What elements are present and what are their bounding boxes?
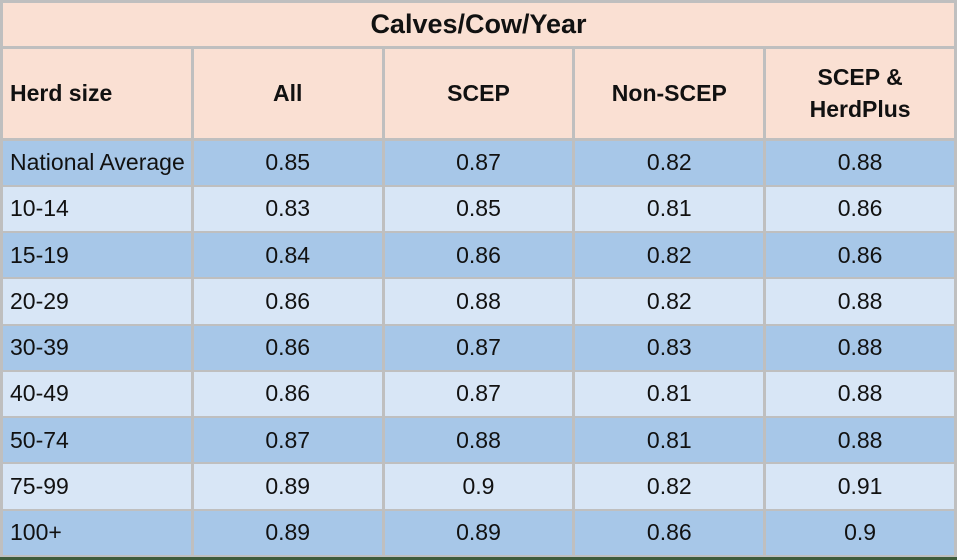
column-header-herd-size: Herd size (0, 46, 194, 141)
value-cell: 0.82 (572, 138, 767, 187)
value-cell: 0.89 (381, 508, 576, 558)
table-row: 50-74 0.87 0.88 0.81 0.88 (0, 416, 957, 465)
herd-size-cell: National Average (0, 138, 194, 187)
herd-size-cell: 50-74 (0, 416, 194, 465)
herd-size-cell: 100+ (0, 508, 194, 558)
value-cell: 0.86 (190, 323, 385, 372)
herd-size-cell: 75-99 (0, 462, 194, 511)
table-row: 100+ 0.89 0.89 0.86 0.9 (0, 508, 957, 558)
value-cell: 0.87 (190, 416, 385, 465)
value-cell: 0.87 (381, 323, 576, 372)
value-cell: 0.88 (763, 369, 957, 419)
value-cell: 0.9 (763, 508, 957, 558)
column-header-row: Herd size All SCEP Non-SCEP SCEP & HerdPlus (0, 46, 957, 141)
value-cell: 0.81 (572, 416, 767, 465)
value-cell: 0.88 (763, 323, 957, 372)
column-header-scep: SCEP (381, 46, 576, 141)
value-cell: 0.87 (381, 138, 576, 187)
herd-size-cell: 20-29 (0, 277, 194, 326)
value-cell: 0.82 (572, 462, 767, 511)
herd-size-cell: 15-19 (0, 231, 194, 280)
value-cell: 0.86 (763, 184, 957, 234)
value-cell: 0.83 (190, 184, 385, 234)
column-header-all: All (190, 46, 385, 141)
value-cell: 0.89 (190, 508, 385, 558)
value-cell: 0.81 (572, 369, 767, 419)
value-cell: 0.86 (572, 508, 767, 558)
value-cell: 0.88 (763, 416, 957, 465)
value-cell: 0.85 (190, 138, 385, 187)
column-header-non-scep: Non-SCEP (572, 46, 767, 141)
value-cell: 0.91 (763, 462, 957, 511)
value-cell: 0.86 (190, 277, 385, 326)
table-row: 20-29 0.86 0.88 0.82 0.88 (0, 277, 957, 326)
value-cell: 0.84 (190, 231, 385, 280)
value-cell: 0.85 (381, 184, 576, 234)
value-cell: 0.9 (381, 462, 576, 511)
value-cell: 0.82 (572, 231, 767, 280)
table-title-row: Calves/Cow/Year (0, 0, 957, 49)
value-cell: 0.86 (190, 369, 385, 419)
value-cell: 0.86 (763, 231, 957, 280)
bottom-edge-line (0, 557, 957, 560)
herd-size-cell: 40-49 (0, 369, 194, 419)
table-row: National Average 0.85 0.87 0.82 0.88 (0, 138, 957, 187)
value-cell: 0.88 (763, 138, 957, 187)
table-row: 40-49 0.86 0.87 0.81 0.88 (0, 369, 957, 419)
table-row: 30-39 0.86 0.87 0.83 0.88 (0, 323, 957, 372)
value-cell: 0.88 (763, 277, 957, 326)
value-cell: 0.88 (381, 277, 576, 326)
value-cell: 0.89 (190, 462, 385, 511)
herd-size-cell: 10-14 (0, 184, 194, 234)
table-row: 10-14 0.83 0.85 0.81 0.86 (0, 184, 957, 234)
table-row: 75-99 0.89 0.9 0.82 0.91 (0, 462, 957, 511)
table-row: 15-19 0.84 0.86 0.82 0.86 (0, 231, 957, 280)
value-cell: 0.81 (572, 184, 767, 234)
table-title: Calves/Cow/Year (0, 0, 957, 49)
herd-size-cell: 30-39 (0, 323, 194, 372)
column-header-scep-herdplus: SCEP & HerdPlus (763, 46, 957, 141)
value-cell: 0.88 (381, 416, 576, 465)
value-cell: 0.82 (572, 277, 767, 326)
value-cell: 0.83 (572, 323, 767, 372)
value-cell: 0.86 (381, 231, 576, 280)
value-cell: 0.87 (381, 369, 576, 419)
